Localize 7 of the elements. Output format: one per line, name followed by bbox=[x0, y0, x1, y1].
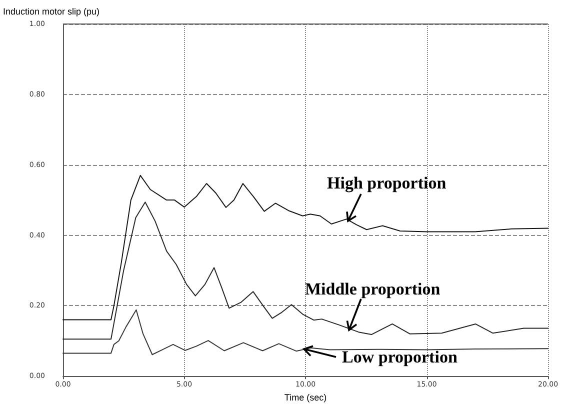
annotation: Middle proportion bbox=[305, 280, 441, 298]
x-axis-title: Time (sec) bbox=[284, 392, 327, 402]
line-series bbox=[62, 174, 548, 320]
y-axis-title: Induction motor slip (pu) bbox=[3, 6, 100, 16]
line-series bbox=[62, 202, 548, 340]
annotation: Low proportion bbox=[342, 348, 458, 366]
annotation: High proportion bbox=[327, 174, 447, 192]
